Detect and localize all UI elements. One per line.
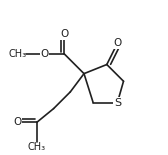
Text: O: O: [113, 38, 122, 48]
Text: O: O: [13, 117, 21, 127]
Text: CH₃: CH₃: [8, 49, 26, 59]
Text: O: O: [60, 29, 68, 39]
Text: S: S: [114, 97, 121, 108]
Text: CH₃: CH₃: [28, 142, 46, 152]
Text: O: O: [40, 49, 49, 59]
